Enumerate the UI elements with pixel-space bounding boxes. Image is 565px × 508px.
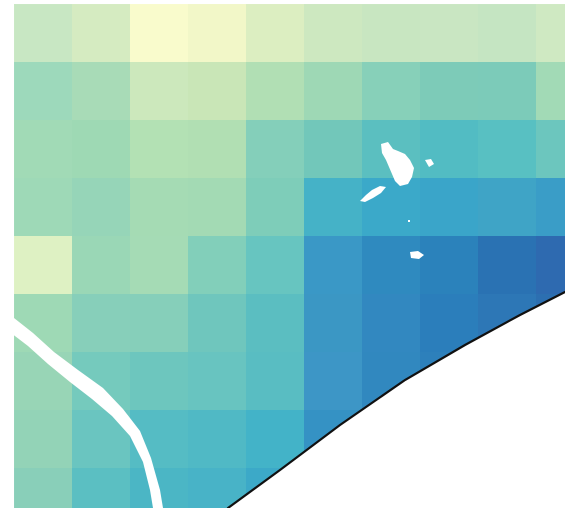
raster-cell [14,468,73,508]
raster-cell [246,236,305,295]
raster-cell [536,120,565,179]
raster-cell [72,236,131,295]
raster-cell [420,236,479,295]
raster-cell [362,62,421,121]
raster-cell [362,178,421,237]
raster-cell [536,178,565,237]
island-small-3 [408,220,410,222]
raster-cell [304,236,363,295]
raster-cell [478,62,537,121]
raster-cell [362,4,421,63]
raster-cell [420,4,479,63]
raster-cell [130,62,189,121]
raster-cell [304,294,363,353]
raster-cell [14,62,73,121]
raster-cell [188,62,247,121]
sea-area [228,292,565,508]
raster-cell [304,120,363,179]
raster-cell [14,236,73,295]
raster-cell [420,62,479,121]
raster-cell [72,120,131,179]
raster-cell [130,178,189,237]
raster-cell [304,178,363,237]
island-tail [360,186,386,202]
raster-cell [478,4,537,63]
raster-cell [188,4,247,63]
raster-cell [246,178,305,237]
raster-cell [536,4,565,63]
raster-cell [188,178,247,237]
raster-cell [72,178,131,237]
raster-cell [130,236,189,295]
raster-cell [536,236,565,295]
raster-cell [130,4,189,63]
raster-cell [72,468,131,508]
raster-cell [188,120,247,179]
raster-cell [188,294,247,353]
raster-cell [246,4,305,63]
raster-cell [362,236,421,295]
raster-cell [246,294,305,353]
raster-cell [188,352,247,411]
raster-cell [72,62,131,121]
raster-cell [14,178,73,237]
raster-cell [14,4,73,63]
raster-cell [130,294,189,353]
raster-cell [304,62,363,121]
raster-cell [536,62,565,121]
raster-cell [130,120,189,179]
raster-cell [304,4,363,63]
raster-cell [188,410,247,469]
raster-cell [420,120,479,179]
island-main [381,142,414,186]
raster-cell [246,62,305,121]
island-small-2 [425,159,434,167]
raster-cell [420,178,479,237]
raster-cell [188,236,247,295]
raster-cell [72,294,131,353]
raster-cell [72,4,131,63]
raster-cell [304,352,363,411]
coastline [226,290,565,508]
island-small-1 [410,251,424,259]
raster-cell [14,410,73,469]
raster-border [13,3,565,508]
raster-cell [246,120,305,179]
raster-cell [362,294,421,353]
raster-cell [130,352,189,411]
raster-cell [246,352,305,411]
raster-cell [478,178,537,237]
raster-cell [478,120,537,179]
raster-cell [14,120,73,179]
raster-cell [478,236,537,295]
river [0,314,163,508]
